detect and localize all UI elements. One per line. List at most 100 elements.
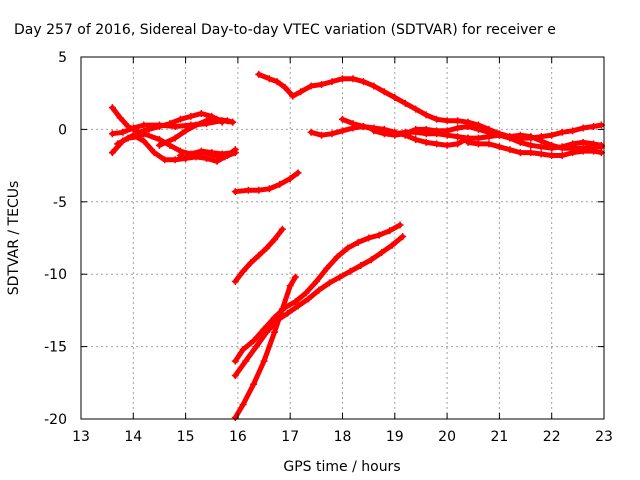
x-tick-label: 16 (229, 429, 247, 445)
data-point (250, 337, 258, 345)
data-point (495, 143, 503, 151)
data-point (454, 140, 462, 148)
x-axis-label: GPS time / hours (283, 459, 400, 475)
data-point (161, 156, 169, 164)
data-point (558, 144, 566, 152)
data-point (485, 128, 493, 136)
data-point (176, 151, 184, 159)
data-point (114, 140, 122, 148)
data-point (506, 146, 514, 154)
data-point (346, 267, 354, 275)
data-point (590, 123, 598, 131)
data-point (422, 138, 430, 146)
data-point (464, 138, 472, 146)
data-point (569, 149, 577, 157)
y-tick-label: -20 (44, 412, 67, 428)
data-point (239, 267, 247, 275)
data-point (422, 111, 430, 119)
x-tick-label: 18 (334, 429, 352, 445)
data-point (443, 127, 451, 135)
data-point (265, 75, 273, 83)
data-point (244, 186, 252, 194)
y-tick-label: -15 (44, 340, 67, 356)
data-point (223, 117, 231, 125)
data-point (213, 115, 221, 123)
data-point (286, 282, 294, 290)
data-point (516, 149, 524, 157)
data-point (339, 115, 346, 123)
data-point (297, 88, 305, 96)
data-point (344, 244, 352, 252)
series-markers-5 (155, 115, 237, 149)
data-point (278, 225, 286, 233)
data-point (365, 234, 373, 242)
data-point (200, 149, 208, 157)
data-point (506, 133, 514, 141)
data-point (291, 298, 299, 306)
data-point (289, 92, 297, 100)
series-markers-12 (231, 169, 302, 196)
data-point (579, 124, 587, 132)
data-point (318, 81, 326, 89)
data-point (231, 372, 239, 380)
data-point (203, 117, 211, 125)
data-point (108, 104, 116, 112)
data-point (354, 238, 362, 246)
data-point (171, 156, 179, 164)
data-point (323, 264, 331, 272)
data-point (391, 94, 399, 102)
data-point (590, 147, 598, 155)
data-point (155, 121, 163, 129)
data-point (271, 235, 279, 243)
data-point (443, 117, 451, 125)
data-point (176, 115, 184, 123)
data-point (294, 302, 302, 310)
data-point (192, 121, 200, 129)
x-tick-label: 20 (438, 429, 456, 445)
data-point (260, 357, 268, 365)
x-tick-label: 23 (595, 429, 613, 445)
data-point (116, 114, 124, 122)
data-point (155, 141, 163, 149)
data-point (171, 123, 179, 131)
data-point (231, 188, 239, 196)
chart-title: Day 257 of 2016, Sidereal Day-to-day VTE… (14, 22, 556, 38)
data-point (464, 123, 472, 131)
data-point (263, 328, 271, 336)
data-point (495, 131, 503, 139)
data-point (375, 231, 383, 239)
data-point (396, 221, 404, 229)
data-point (359, 78, 367, 86)
data-point (273, 78, 281, 86)
data-point (474, 140, 482, 148)
data-point (548, 151, 556, 159)
y-tick-label: -5 (53, 195, 67, 211)
x-tick-label: 17 (281, 429, 299, 445)
data-point (388, 241, 396, 249)
data-point (182, 127, 190, 135)
data-point (108, 130, 116, 138)
data-point (558, 151, 566, 159)
data-point (548, 131, 556, 139)
data-point (527, 133, 535, 141)
data-point (250, 380, 258, 388)
data-point (454, 117, 462, 125)
data-point (231, 149, 239, 157)
y-tick-label: 5 (58, 50, 67, 66)
data-point (315, 286, 323, 294)
data-point (367, 256, 375, 264)
data-point (242, 357, 250, 365)
data-point (271, 328, 279, 336)
data-point (276, 180, 284, 188)
series-markers-13 (231, 225, 286, 285)
data-point (399, 233, 407, 241)
data-point (516, 138, 524, 146)
data-point (221, 153, 229, 161)
y-axis-label: SDTVAR / TECUs (6, 181, 22, 296)
data-point (328, 78, 336, 86)
data-point (140, 137, 148, 145)
series-line-16 (232, 274, 298, 421)
data-point (140, 130, 148, 138)
data-point (454, 133, 462, 141)
